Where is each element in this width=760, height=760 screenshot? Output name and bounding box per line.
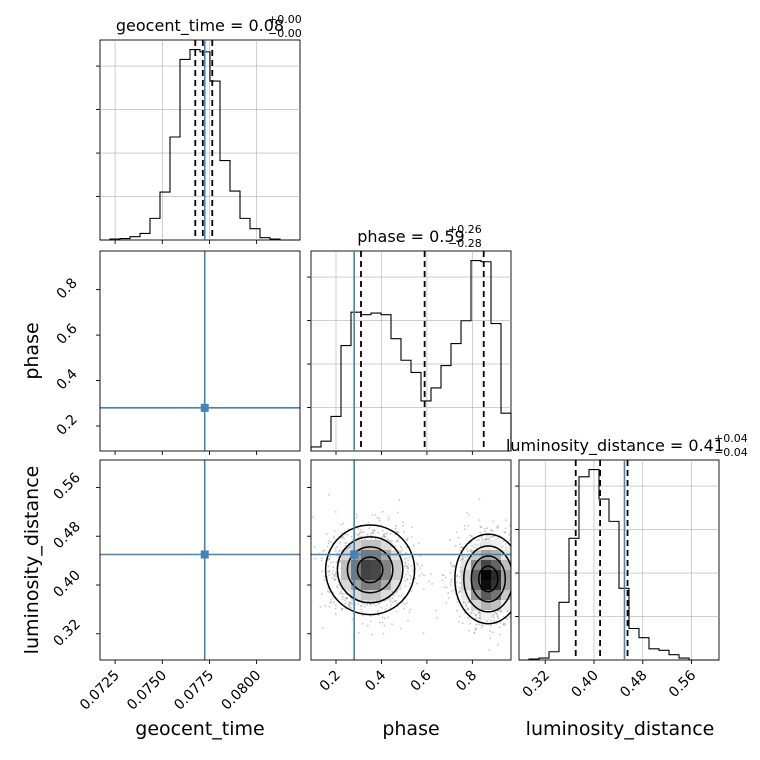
sample-point (190, 244, 192, 246)
sample-point (193, 243, 195, 245)
sample-point (216, 242, 218, 244)
sample-point (192, 247, 194, 249)
axes-background (100, 460, 300, 660)
sample-point (198, 248, 200, 250)
sample-point (186, 248, 188, 250)
sample-point (186, 247, 188, 249)
density-luminosity-distance-vs-geocent-time-panel (96, 460, 300, 664)
sample-point (196, 247, 198, 249)
sample-point (215, 248, 217, 250)
sample-point (179, 245, 181, 247)
axes-frame (100, 40, 300, 240)
density-phase-vs-geocent-time-panel (96, 228, 300, 460)
sample-point (216, 456, 218, 458)
sample-point (206, 247, 208, 249)
histogram-phase-panel (307, 251, 511, 455)
sample-point (179, 246, 181, 248)
histogram-geocent-time-panel (96, 40, 300, 244)
sample-point (199, 245, 201, 247)
sample-point (190, 453, 192, 455)
sample-point (190, 249, 192, 251)
axes-background (100, 251, 300, 451)
truth-marker (201, 404, 209, 412)
sample-point (183, 249, 185, 251)
sample-point (214, 242, 216, 244)
sample-point (194, 248, 196, 250)
sample-point (206, 248, 208, 250)
sample-point (190, 242, 192, 244)
sample-point (196, 248, 198, 250)
sample-point (196, 244, 198, 246)
sample-point (206, 242, 208, 244)
sample-point (189, 243, 191, 245)
sample-point (193, 457, 195, 459)
sample-point (191, 241, 193, 243)
histogram-luminosity-distance-panel (515, 460, 719, 664)
